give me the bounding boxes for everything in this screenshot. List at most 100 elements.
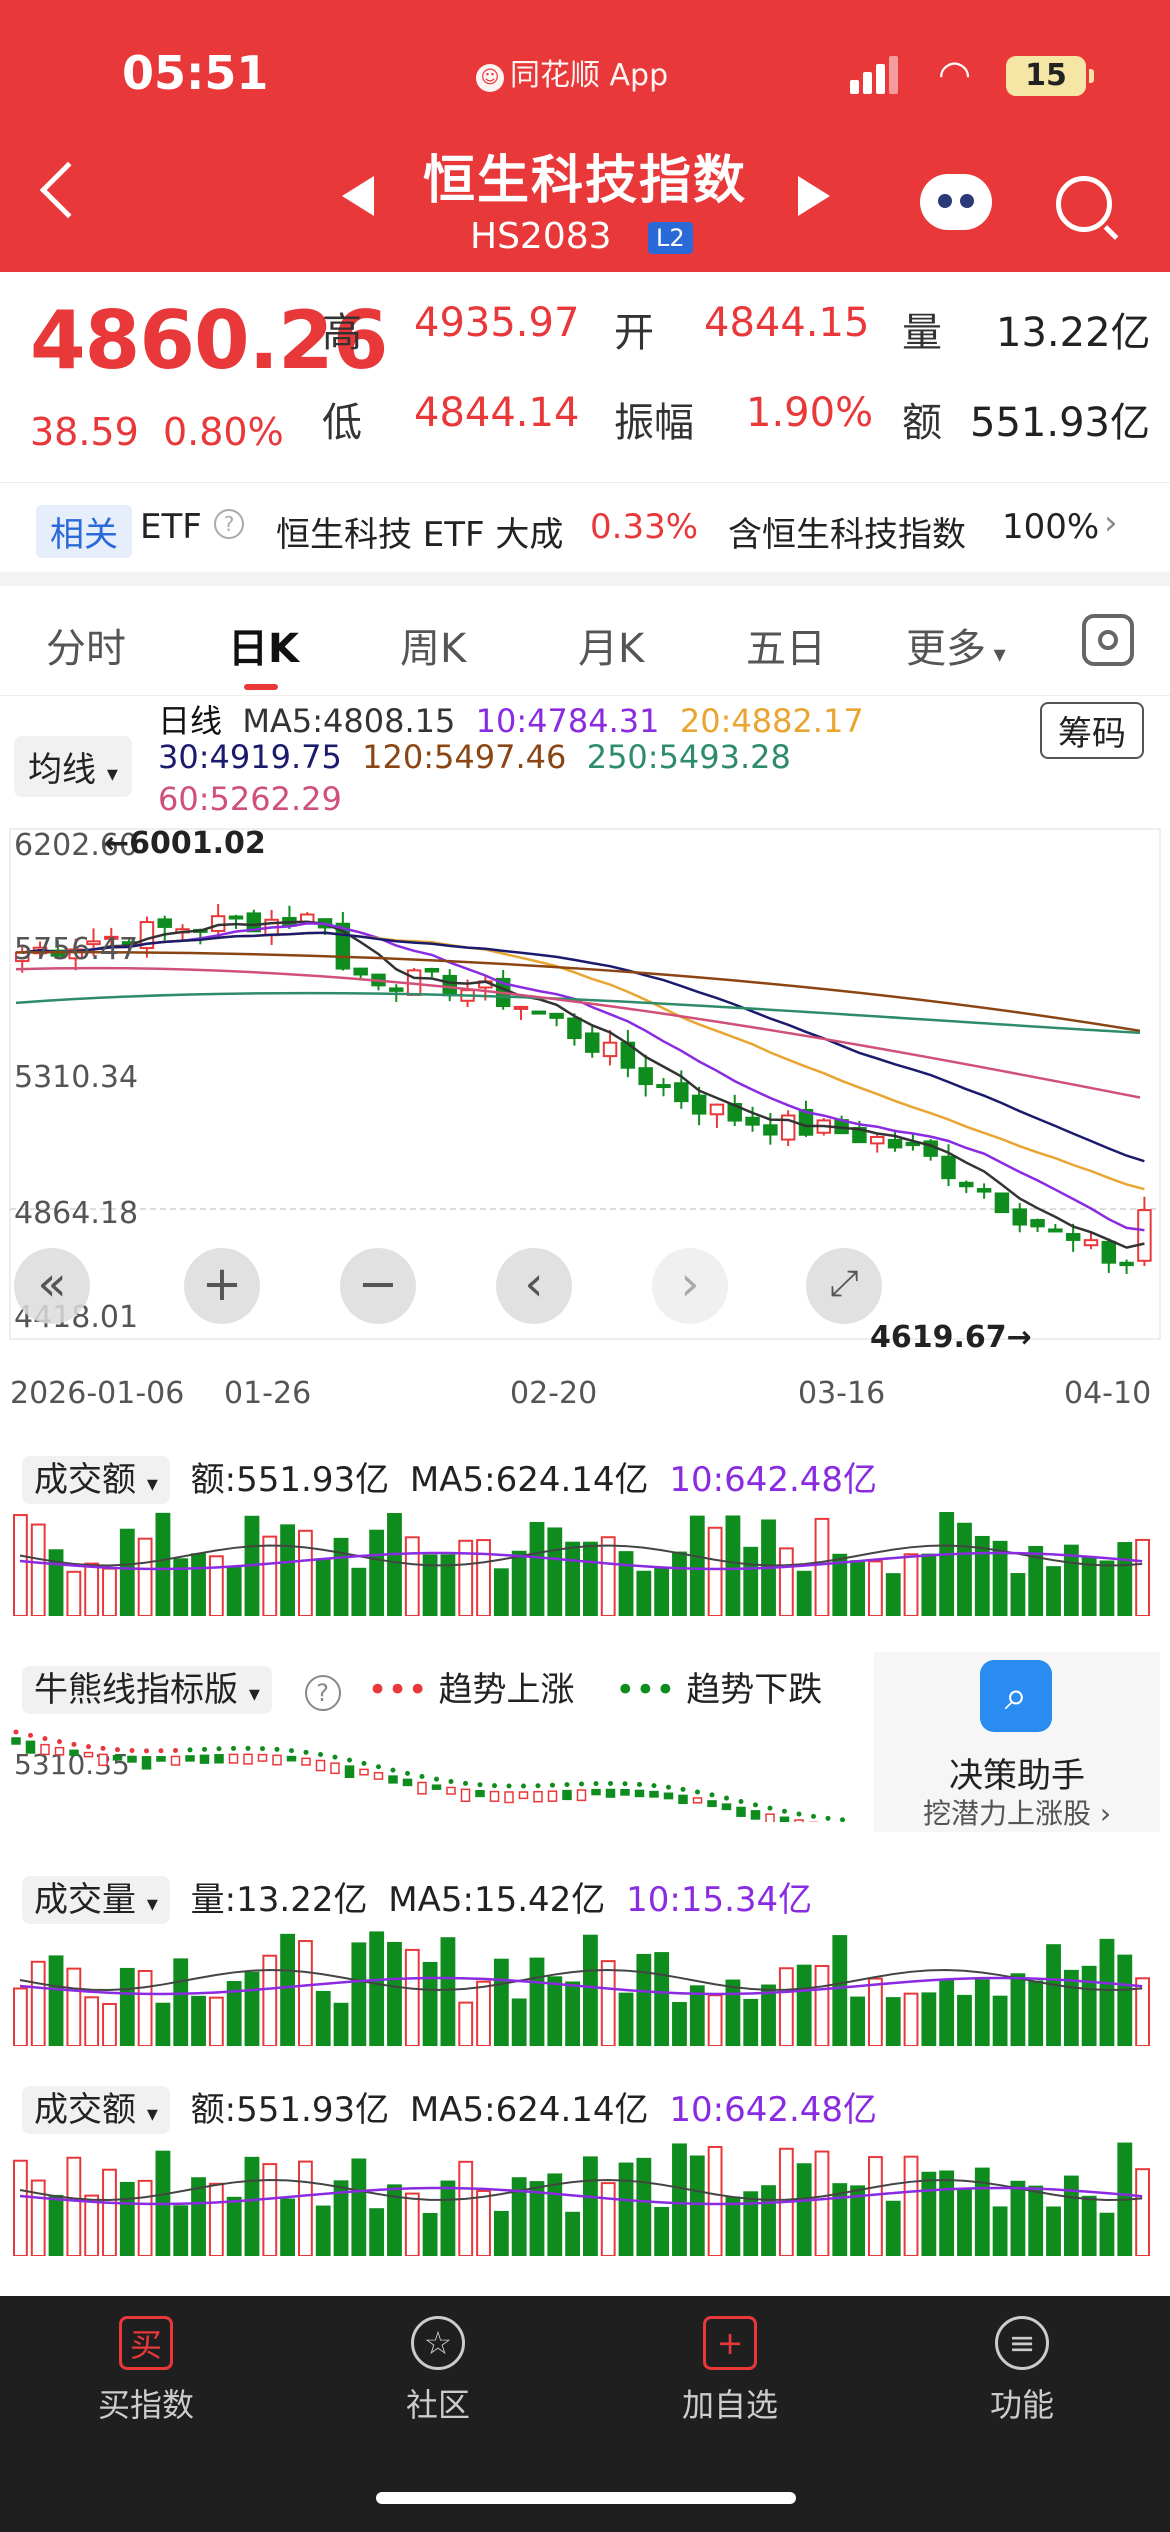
quote-panel: 4860.26 38.59 0.80% 高 4935.97 开 4844.15 … <box>0 272 1170 482</box>
amount2-bar <box>422 2212 438 2256</box>
amount2-dropdown[interactable]: 成交额 ▾ <box>22 2086 170 2134</box>
nav-community[interactable]: ☆ 社区 <box>338 2316 538 2426</box>
candle-body <box>656 1084 671 1089</box>
volume-bar <box>600 1960 616 2046</box>
bullbear-dropdown[interactable]: 牛熊线指标版 ▾ <box>22 1666 272 1714</box>
bullbear-candle <box>663 1792 674 1800</box>
amount-panel-header: 成交额 ▾ 额:551.93亿 MA5:624.14亿 10:642.48亿 <box>22 1452 877 1504</box>
amount-bar <box>351 1567 367 1616</box>
volume-bar <box>850 1996 866 2046</box>
ma-legend-row2: 30:4919.75 120:5497.46 250:5493.28 <box>158 738 791 776</box>
x-label-3: 02-20 <box>510 1376 598 1411</box>
volume-bar <box>422 1961 438 2046</box>
prev-index-icon[interactable] <box>342 176 374 216</box>
tab-five-day[interactable]: 五日 <box>746 626 826 672</box>
help-icon[interactable]: ? <box>304 1675 341 1711</box>
back-icon[interactable] <box>39 161 97 219</box>
etf-name[interactable]: 恒生科技 ETF 大成 <box>276 515 564 555</box>
candle-body <box>1137 1209 1152 1262</box>
amplitude-value: 1.90% <box>746 390 874 436</box>
search-icon[interactable] <box>1056 176 1112 232</box>
amount2-bar <box>547 2173 563 2256</box>
chevron-right-icon: › <box>1104 503 1118 543</box>
volume-bars-chart <box>13 1931 1151 2046</box>
amount-bar <box>654 1567 670 1616</box>
amount-bar <box>84 1562 100 1616</box>
assistant-robot-icon[interactable] <box>920 174 992 230</box>
next-index-icon[interactable] <box>798 176 830 216</box>
volume-bar <box>1099 1938 1115 2046</box>
open-label: 开 <box>614 310 654 356</box>
change-value: 38.59 <box>30 410 139 454</box>
decision-helper[interactable]: ⌕ 决策助手 挖潜力上涨股 › <box>874 1652 1160 1832</box>
candle-body <box>905 1141 921 1147</box>
tab-daily-k[interactable]: 日K <box>228 626 299 672</box>
zoom-out-icon[interactable]: − <box>340 1248 416 1324</box>
volume-bar <box>191 1995 206 2046</box>
scroll-left-icon[interactable]: « <box>14 1248 90 1324</box>
volume-bar <box>155 2002 171 2046</box>
amount-bar <box>885 1573 901 1616</box>
amount-dropdown[interactable]: 成交额 ▾ <box>22 1456 170 1504</box>
settings-icon[interactable] <box>1082 614 1134 666</box>
tab-intraday[interactable]: 分时 <box>46 626 126 672</box>
amount-bar <box>796 1570 812 1616</box>
step-left-icon[interactable]: ‹ <box>496 1248 572 1324</box>
bullbear-candle <box>547 1790 558 1802</box>
nav-add-watchlist[interactable]: + 加自选 <box>630 2316 830 2426</box>
tab-weekly-k[interactable]: 周K <box>400 626 467 672</box>
high-marker: ←6001.02 <box>104 826 266 861</box>
tab-monthly-k[interactable]: 月K <box>578 626 645 672</box>
tab-more[interactable]: 更多 ▾ <box>906 616 1006 674</box>
nav-functions[interactable]: ≡ 功能 <box>922 2316 1122 2426</box>
open-value: 4844.15 <box>704 300 870 346</box>
volume-bar <box>1117 1954 1133 2046</box>
help-icon[interactable]: ? <box>214 509 244 539</box>
bullbear-candle <box>678 1794 688 1805</box>
amount2-bar <box>618 2162 634 2256</box>
ma-dropdown[interactable]: 均线 ▾ <box>14 736 132 797</box>
trend-dot <box>651 1783 657 1789</box>
app-header: 05:51 ☺ 同花顺 App ◠ 15 恒生科技指数 HS2083 L2 <box>0 0 1170 272</box>
amount-bar <box>725 1515 741 1616</box>
volume-dropdown[interactable]: 成交量 ▾ <box>22 1876 170 1924</box>
volume-bar <box>369 1931 385 2046</box>
zoom-in-icon[interactable]: + <box>184 1248 260 1324</box>
volume-bar <box>992 1995 1008 2046</box>
related-etf-bar[interactable]: 相关 ETF ? 恒生科技 ETF 大成 0.33% 含恒生科技指数 100% … <box>0 482 1170 572</box>
ma5-line <box>19 2178 1143 2201</box>
ma10-line <box>19 1551 1143 1571</box>
candlestick-chart[interactable] <box>0 824 1170 1344</box>
bullbear-candle <box>605 1788 616 1798</box>
amount2-bar <box>583 2156 598 2256</box>
candle-body <box>104 935 119 940</box>
candle-body <box>1065 1233 1081 1241</box>
amount-bar <box>689 1515 705 1616</box>
fullscreen-icon[interactable]: ⤢ <box>806 1248 882 1324</box>
step-right-icon[interactable]: › <box>652 1248 728 1324</box>
amount2-bar <box>672 2143 687 2256</box>
amount2-bar <box>102 2168 117 2256</box>
bullbear-candle <box>721 1803 732 1811</box>
bullbear-candle <box>765 1813 775 1822</box>
bullbear-candle <box>243 1753 253 1765</box>
volume-bar <box>885 1997 901 2046</box>
trend-dot <box>564 1782 570 1788</box>
trend-dot <box>405 1770 410 1776</box>
candle-body <box>585 1032 600 1053</box>
x-label-1: 2026-01-06 <box>10 1376 185 1411</box>
amount2-bar <box>369 2208 385 2256</box>
low-marker: 4619.67→ <box>870 1320 1032 1355</box>
bullbear-candle <box>141 1756 152 1770</box>
bullbear-candle <box>649 1790 659 1798</box>
amount2-bar <box>173 2205 189 2256</box>
amount-bar <box>565 1541 581 1616</box>
amount2-bar <box>939 2170 955 2256</box>
nav-buy-index[interactable]: 买买指数 <box>46 2316 246 2426</box>
amount2-bar <box>1063 2175 1079 2256</box>
chip-distribution-button[interactable]: 筹码 <box>1040 702 1144 759</box>
candle-body <box>1048 1228 1063 1233</box>
amount-bar <box>173 1558 189 1616</box>
amount2-bar <box>226 2196 242 2256</box>
bullbear-candle <box>460 1788 471 1802</box>
